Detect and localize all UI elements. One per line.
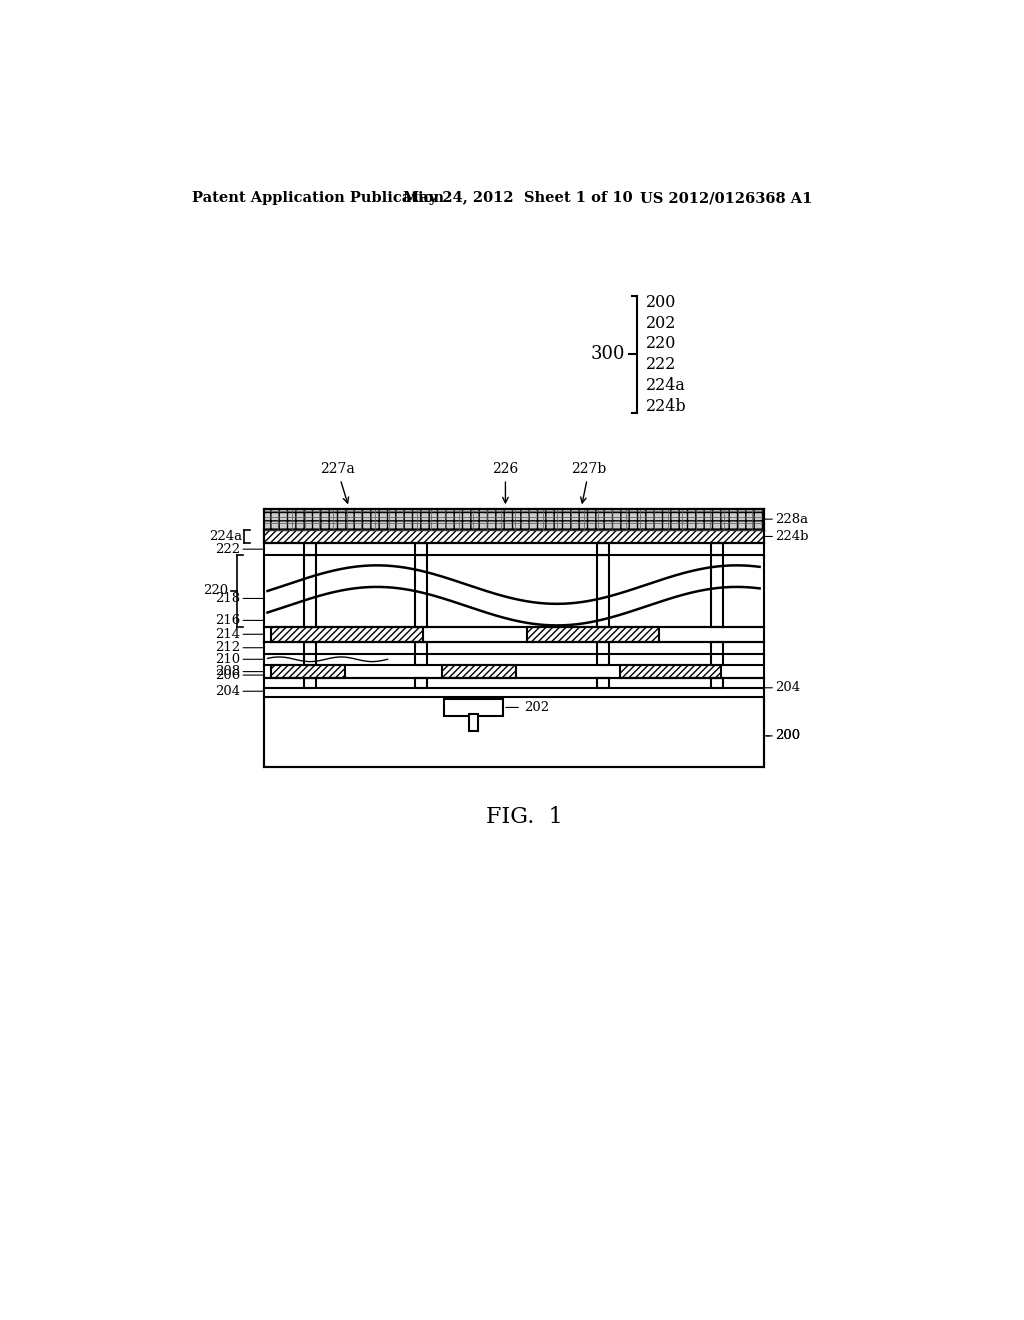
- Bar: [271, 665, 345, 678]
- Text: 206: 206: [215, 668, 263, 681]
- Text: 216: 216: [215, 614, 263, 627]
- Bar: [415, 642, 427, 665]
- Text: 212: 212: [215, 642, 263, 655]
- Text: 218: 218: [215, 591, 263, 605]
- Text: 228a: 228a: [764, 512, 808, 525]
- Text: 202: 202: [506, 701, 549, 714]
- Bar: [304, 642, 316, 665]
- Text: 222: 222: [646, 356, 676, 374]
- Text: 227b: 227b: [571, 462, 607, 503]
- Text: 227a: 227a: [319, 462, 354, 503]
- Text: US 2012/0126368 A1: US 2012/0126368 A1: [640, 191, 812, 206]
- Bar: [415, 678, 427, 688]
- Bar: [469, 714, 478, 731]
- Text: 210: 210: [215, 653, 263, 665]
- Bar: [444, 700, 503, 715]
- Bar: [711, 554, 723, 627]
- Bar: [711, 544, 723, 554]
- Text: 202: 202: [646, 314, 676, 331]
- Text: 200: 200: [766, 730, 800, 742]
- Text: 224a: 224a: [646, 378, 686, 395]
- Bar: [621, 665, 721, 678]
- Bar: [597, 544, 609, 554]
- Bar: [263, 697, 764, 767]
- Bar: [415, 554, 427, 627]
- Text: FIG.  1: FIG. 1: [486, 805, 563, 828]
- Bar: [597, 678, 609, 688]
- Text: 224b: 224b: [764, 529, 809, 543]
- Bar: [597, 642, 609, 665]
- Bar: [263, 508, 764, 529]
- Text: 220: 220: [646, 335, 676, 352]
- Bar: [304, 554, 316, 627]
- Text: 204: 204: [764, 681, 800, 694]
- Bar: [597, 554, 609, 627]
- Text: 200: 200: [646, 294, 676, 312]
- Bar: [263, 529, 764, 544]
- Bar: [415, 544, 427, 554]
- Text: 300: 300: [591, 346, 626, 363]
- Bar: [711, 642, 723, 665]
- Text: 224b: 224b: [646, 397, 686, 414]
- Text: 204: 204: [215, 685, 263, 698]
- Text: Patent Application Publication: Patent Application Publication: [191, 191, 443, 206]
- Text: 220: 220: [204, 585, 228, 597]
- Text: 224a: 224a: [210, 529, 243, 543]
- Bar: [304, 544, 316, 554]
- Bar: [271, 627, 423, 642]
- Bar: [527, 627, 658, 642]
- Text: 226: 226: [493, 462, 518, 503]
- Bar: [304, 678, 316, 688]
- Bar: [442, 665, 515, 678]
- Text: 208: 208: [215, 665, 263, 678]
- Text: 200: 200: [764, 730, 800, 742]
- Bar: [711, 678, 723, 688]
- Text: 222: 222: [215, 543, 263, 556]
- Text: 214: 214: [215, 628, 263, 640]
- Text: May 24, 2012  Sheet 1 of 10: May 24, 2012 Sheet 1 of 10: [403, 191, 633, 206]
